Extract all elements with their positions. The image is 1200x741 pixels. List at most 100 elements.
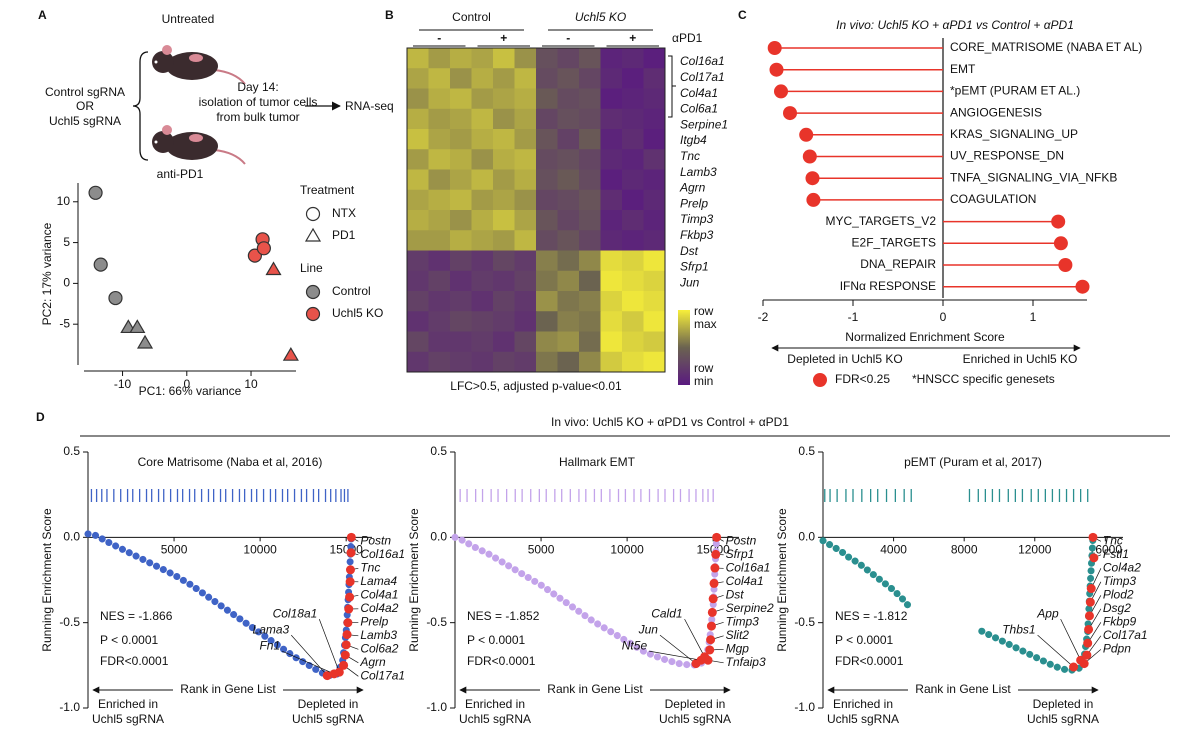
- heatmap-cell: [450, 108, 472, 130]
- heatmap-cell: [450, 169, 472, 191]
- heatmap-cell: [579, 189, 601, 211]
- heatmap-cell: [536, 230, 558, 251]
- heatmap-cell: [536, 129, 558, 150]
- heatmap-cell: [493, 48, 515, 69]
- heatmap-cell: [471, 250, 494, 272]
- y-tick-label: -0.5: [426, 615, 447, 629]
- caption: LFC>0.5, adjusted p-value<0.01: [450, 379, 622, 393]
- heatmap-cell: [536, 291, 558, 312]
- y-tick-label: -0.5: [794, 615, 815, 629]
- heatmap-cell: [407, 351, 429, 373]
- heatmap-cell: [557, 331, 580, 353]
- point: [93, 257, 108, 272]
- leading-edge-gene: [346, 532, 356, 542]
- heatmap-cell: [493, 311, 515, 332]
- mouse-icon: [152, 45, 246, 85]
- category-label: ANGIOGENESIS: [950, 105, 1042, 119]
- heatmap-cell: [643, 189, 666, 211]
- point: [265, 261, 282, 276]
- gene-label: Prelp: [680, 196, 708, 210]
- x-tick-label: 0: [940, 310, 947, 324]
- heatmap-cell: [643, 210, 666, 231]
- category-label: *pEMT (PURAM ET AL.): [950, 84, 1080, 98]
- heatmap-cell: [622, 149, 644, 170]
- x-tick-label: 8000: [951, 543, 978, 557]
- leader-line: [281, 650, 335, 675]
- gene-label: Jun: [638, 622, 659, 636]
- heatmap-cell: [536, 351, 558, 373]
- heatmap-cell: [493, 108, 515, 130]
- y-axis-label: PC2: 17% variance: [40, 222, 54, 325]
- direction-label: Depleted in: [665, 697, 726, 711]
- lollipop-dot: [1051, 214, 1066, 229]
- heatmap-cell: [514, 129, 537, 150]
- gene-label: Tnc: [1103, 534, 1123, 548]
- stat-text: FDR<0.0001: [100, 654, 169, 668]
- gene-label: Fn1: [259, 638, 280, 652]
- y-tick-label: -1.0: [59, 700, 80, 714]
- diagram-text: isolation of tumor cells: [199, 95, 318, 109]
- y-tick-label: 0.5: [798, 444, 815, 458]
- heatmap-cell: [643, 311, 666, 332]
- heatmap-cell: [600, 189, 623, 211]
- x-tick-label: 10000: [243, 543, 277, 557]
- gene-label: Cald1: [651, 606, 682, 620]
- gene-label: Lama4: [360, 574, 397, 588]
- colorbar-label: min: [694, 374, 713, 388]
- heatmap-cell: [600, 291, 623, 312]
- y-axis-label: Running Enrichment Score: [40, 508, 54, 652]
- heatmap-cell: [557, 351, 580, 373]
- diagram-text: Control sgRNA: [45, 85, 125, 99]
- heatmap-cell: [407, 311, 429, 332]
- heatmap-cell: [557, 230, 580, 251]
- heatmap-cell: [450, 210, 472, 231]
- stat-text: P < 0.0001: [835, 633, 893, 647]
- leading-edge-gene: [1084, 624, 1094, 634]
- legend-marker: [813, 373, 827, 387]
- heatmap-cell: [643, 351, 666, 373]
- x-tick-label: 0: [183, 377, 190, 391]
- heatmap-cell: [514, 88, 537, 110]
- gene-label: Mgp: [726, 642, 750, 656]
- point: [136, 334, 154, 349]
- heatmap-cell: [536, 48, 558, 69]
- heatmap-cell: [471, 88, 494, 110]
- heatmap-cell: [622, 48, 644, 69]
- leader-line: [1060, 618, 1081, 661]
- heatmap-cell: [579, 108, 601, 130]
- heatmap-cell: [600, 88, 623, 110]
- leading-edge-gene: [344, 604, 354, 614]
- heatmap-cell: [579, 68, 601, 89]
- y-tick-label: -1.0: [426, 700, 447, 714]
- heatmap-cell: [493, 351, 515, 373]
- heatmap-cell: [450, 149, 472, 170]
- heatmap-cell: [514, 291, 537, 312]
- direction-label: Enriched in: [833, 697, 893, 711]
- heatmap-cell: [600, 250, 623, 272]
- panel-label: A: [38, 8, 47, 22]
- treatment-label: αPD1: [672, 31, 703, 45]
- category-label: MYC_TARGETS_V2: [826, 214, 937, 228]
- heatmap-cell: [471, 68, 494, 89]
- gene-label: Col17a1: [360, 669, 405, 683]
- leading-edge-gene: [1076, 655, 1086, 665]
- section-title: In vivo: Uchl5 KO + αPD1 vs Control + αP…: [551, 415, 789, 429]
- x-tick-label: 1: [1030, 310, 1037, 324]
- rank-label: Rank in Gene List: [547, 682, 643, 696]
- heatmap-cell: [557, 149, 580, 170]
- heatmap-cell: [600, 311, 623, 332]
- heatmap-cell: [407, 48, 429, 69]
- heatmap-cell: [407, 169, 429, 191]
- heatmap-cell: [514, 270, 537, 292]
- legend-marker: [304, 227, 322, 242]
- gene-label: Col16a1: [726, 561, 771, 575]
- heatmap-cell: [471, 210, 494, 231]
- category-label: TNFA_SIGNALING_VIA_NFKB: [950, 170, 1117, 184]
- stat-text: FDR<0.0001: [835, 654, 904, 668]
- heatmap-cell: [428, 169, 451, 191]
- gene-label: Col18a1: [273, 606, 318, 620]
- heatmap-cell: [514, 68, 537, 89]
- rank-label: Rank in Gene List: [180, 682, 276, 696]
- legend-label: Control: [332, 284, 371, 298]
- x-tick-label: -1: [848, 310, 859, 324]
